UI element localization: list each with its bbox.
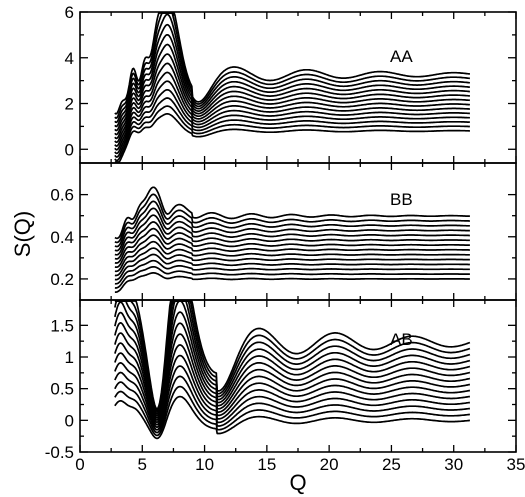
y-tick-label: 0.2 xyxy=(50,270,74,289)
curve-bb-1 xyxy=(114,272,470,293)
x-axis: 0 5 10 15 20 25 30 35 xyxy=(75,455,525,474)
curve-aa-9 xyxy=(114,43,470,136)
curve-aa-11 xyxy=(114,23,471,128)
y-tick-label: 0 xyxy=(65,411,74,430)
curve-ab-9 xyxy=(114,311,471,419)
curve-aa-12 xyxy=(114,13,471,124)
curve-bb-11 xyxy=(114,207,470,252)
curve-ab-7 xyxy=(114,333,471,424)
curve-bb-6 xyxy=(114,240,470,273)
curve-ab-2 xyxy=(114,385,470,437)
x-tick-label: 10 xyxy=(195,455,214,474)
panel-label: BB xyxy=(390,190,413,209)
y-tick-label: 1.5 xyxy=(50,316,74,335)
y-tick-label: 1 xyxy=(65,348,74,367)
y-tick-label: 4 xyxy=(65,49,74,68)
curve-bb-3 xyxy=(114,259,470,285)
panels: 0 2 4 6 AA 0.2 0.4 0.6 BB -0.5 0 0.5 1 1.5 AB xyxy=(45,3,517,462)
y-tick-label: 0.4 xyxy=(50,228,74,247)
x-tick-label: 25 xyxy=(382,455,401,474)
x-tick-label: 20 xyxy=(320,455,339,474)
curve-ab-10 xyxy=(114,300,471,417)
panel-label: AB xyxy=(390,330,413,349)
curve-aa-7 xyxy=(114,62,471,144)
curve-aa-14 xyxy=(114,12,471,115)
curve-aa-3 xyxy=(114,97,471,158)
panel-label: AA xyxy=(390,47,413,66)
curve-bb-5 xyxy=(114,247,470,277)
x-tick-label: 0 xyxy=(75,455,84,474)
x-tick-label: 35 xyxy=(507,455,525,474)
curve-bb-7 xyxy=(114,234,470,269)
x-axis-title: Q xyxy=(289,470,306,495)
curve-bb-10 xyxy=(114,214,470,256)
y-tick-label: 0.5 xyxy=(50,380,74,399)
curve-ab-1 xyxy=(114,395,471,440)
x-tick-label: 15 xyxy=(257,455,276,474)
curve-aa-8 xyxy=(114,53,471,140)
panel-frame xyxy=(79,11,517,164)
curve-ab-6 xyxy=(114,344,471,426)
curve-ab-11 xyxy=(114,300,471,415)
curve-bb-12 xyxy=(114,200,470,248)
curve-aa-5 xyxy=(114,80,470,151)
curve-ab-14 xyxy=(114,300,471,410)
curve-bb-14 xyxy=(114,186,470,240)
panel-bb: 0.2 0.4 0.6 BB xyxy=(50,162,517,301)
curve-aa-13 xyxy=(114,12,471,119)
curve-aa-10 xyxy=(114,33,471,132)
y-tick-label: 0 xyxy=(65,140,74,159)
curve-ab-3 xyxy=(114,375,471,434)
curve-bb-2 xyxy=(114,266,470,289)
curve-bb-8 xyxy=(114,227,470,264)
curve-aa-4 xyxy=(114,88,471,155)
y-tick-label: 2 xyxy=(65,95,74,114)
x-tick-label: 30 xyxy=(444,455,463,474)
y-tick-label: 6 xyxy=(65,3,74,22)
curve-aa-2 xyxy=(114,105,470,162)
curve-ab-4 xyxy=(114,365,471,431)
y-tick-label: -0.5 xyxy=(45,443,74,462)
curve-bb-4 xyxy=(114,253,470,281)
panel-ab: -0.5 0 0.5 1 1.5 AB xyxy=(45,299,517,462)
y-axis-title: S(Q) xyxy=(10,211,35,257)
curve-aa-6 xyxy=(114,71,470,147)
curve-bb-13 xyxy=(114,193,470,244)
curve-bb-9 xyxy=(114,221,470,260)
x-tick-label: 5 xyxy=(138,455,147,474)
curve-ab-5 xyxy=(114,354,471,429)
curve-aa-1 xyxy=(114,113,470,163)
y-tick-label: 0.6 xyxy=(50,186,74,205)
curve-ab-8 xyxy=(114,322,471,421)
panel-aa: 0 2 4 6 AA xyxy=(65,3,517,164)
